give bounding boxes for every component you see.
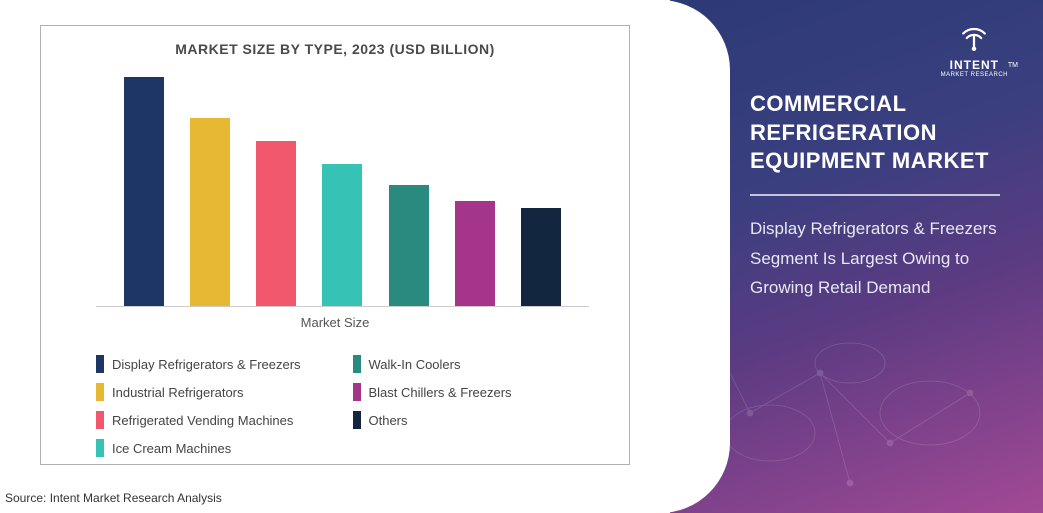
- legend-item-2: Refrigerated Vending Machines: [96, 411, 333, 429]
- logo-subtext: MARKET RESEARCH: [941, 72, 1008, 78]
- logo-trademark: TM: [1008, 62, 1018, 69]
- legend-marker-0: [96, 355, 104, 373]
- legend-label-3: Ice Cream Machines: [112, 441, 231, 456]
- bar-5: [455, 201, 495, 306]
- legend-label-5: Blast Chillers & Freezers: [369, 385, 512, 400]
- legend-item-1: Industrial Refrigerators: [96, 383, 333, 401]
- bar-4: [389, 185, 429, 306]
- logo-icon: [956, 20, 992, 56]
- bar-0: [124, 77, 164, 306]
- brand-logo: INTENT MARKET RESEARCH TM: [941, 20, 1008, 78]
- legend: Display Refrigerators & Freezers Walk-In …: [61, 355, 609, 457]
- bar-3: [322, 164, 362, 306]
- bars-area: [96, 77, 589, 307]
- chart-panel: MARKET SIZE BY TYPE, 2023 (USD BILLION) …: [0, 0, 670, 513]
- panel-description: Display Refrigerators & Freezers Segment…: [750, 214, 1013, 303]
- legend-label-4: Walk-In Coolers: [369, 357, 461, 372]
- chart-container: MARKET SIZE BY TYPE, 2023 (USD BILLION) …: [40, 25, 630, 465]
- legend-marker-4: [353, 355, 361, 373]
- panel-title: COMMERCIAL REFRIGERATION EQUIPMENT MARKE…: [750, 90, 1013, 176]
- chart-title: MARKET SIZE BY TYPE, 2023 (USD BILLION): [61, 41, 609, 57]
- legend-label-1: Industrial Refrigerators: [112, 385, 244, 400]
- bar-1: [190, 118, 230, 306]
- legend-marker-2: [96, 411, 104, 429]
- legend-label-0: Display Refrigerators & Freezers: [112, 357, 301, 372]
- legend-item-3: Ice Cream Machines: [96, 439, 333, 457]
- logo-text: INTENT: [950, 58, 999, 72]
- info-panel: INTENT MARKET RESEARCH TM COMMERCIAL REF…: [670, 0, 1043, 513]
- source-text: Source: Intent Market Research Analysis: [5, 491, 222, 505]
- legend-item-4: Walk-In Coolers: [353, 355, 590, 373]
- world-map-decoration: [670, 313, 1043, 513]
- divider-line: [750, 194, 1000, 196]
- legend-marker-6: [353, 411, 361, 429]
- info-content: INTENT MARKET RESEARCH TM COMMERCIAL REF…: [750, 20, 1013, 303]
- legend-marker-1: [96, 383, 104, 401]
- x-axis-label: Market Size: [61, 315, 609, 330]
- bar-6: [521, 208, 561, 306]
- legend-marker-3: [96, 439, 104, 457]
- legend-item-6: Others: [353, 411, 590, 429]
- legend-item-0: Display Refrigerators & Freezers: [96, 355, 333, 373]
- bar-2: [256, 141, 296, 306]
- legend-marker-5: [353, 383, 361, 401]
- legend-item-5: Blast Chillers & Freezers: [353, 383, 590, 401]
- legend-label-6: Others: [369, 413, 408, 428]
- legend-label-2: Refrigerated Vending Machines: [112, 413, 293, 428]
